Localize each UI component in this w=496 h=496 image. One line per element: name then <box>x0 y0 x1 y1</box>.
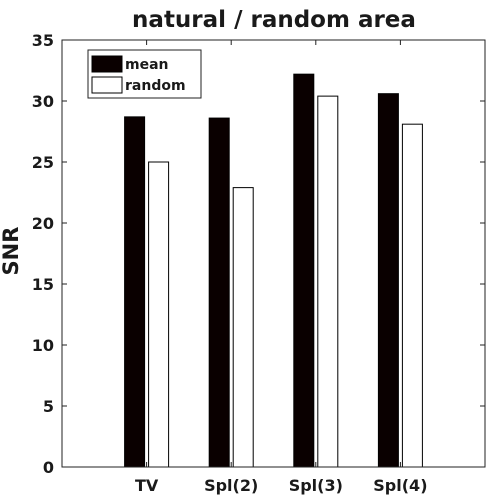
bar-random-2 <box>317 95 339 468</box>
bars-group <box>124 73 423 468</box>
legend: mean random <box>87 49 202 99</box>
plot-area-frame <box>61 39 486 468</box>
x-axis-ticks: TV Spl(2) Spl(3) Spl(4) <box>135 40 428 495</box>
bar-mean-2 <box>293 73 315 468</box>
y-tick-label: 20 <box>32 214 54 233</box>
bar-random-3 <box>401 123 423 468</box>
y-tick-label: 15 <box>32 275 54 294</box>
chart-title: natural / random area <box>132 7 416 33</box>
bar-mean-0 <box>124 116 146 468</box>
y-tick-label: 0 <box>43 458 54 477</box>
x-tick-label: Spl(2) <box>204 476 258 495</box>
x-tick-label: TV <box>135 476 159 495</box>
legend-swatch-random <box>91 76 123 94</box>
bar-random-0 <box>148 161 170 468</box>
y-axis-label: SNR <box>0 227 23 276</box>
bar-mean-1 <box>208 117 230 468</box>
legend-label-mean: mean <box>125 57 169 73</box>
y-tick-label: 5 <box>43 397 54 416</box>
x-tick-label: Spl(4) <box>373 476 427 495</box>
bar-random-1 <box>232 187 254 468</box>
bar-mean-3 <box>377 93 399 468</box>
y-tick-label: 35 <box>32 31 54 50</box>
x-tick-label: Spl(3) <box>289 476 343 495</box>
y-axis-ticks: 0 5 10 15 20 25 30 35 <box>32 31 485 477</box>
legend-label-random: random <box>125 78 186 94</box>
y-tick-label: 10 <box>32 336 54 355</box>
legend-swatch-mean <box>91 55 123 73</box>
y-tick-label: 30 <box>32 92 54 111</box>
y-tick-label: 25 <box>32 153 54 172</box>
